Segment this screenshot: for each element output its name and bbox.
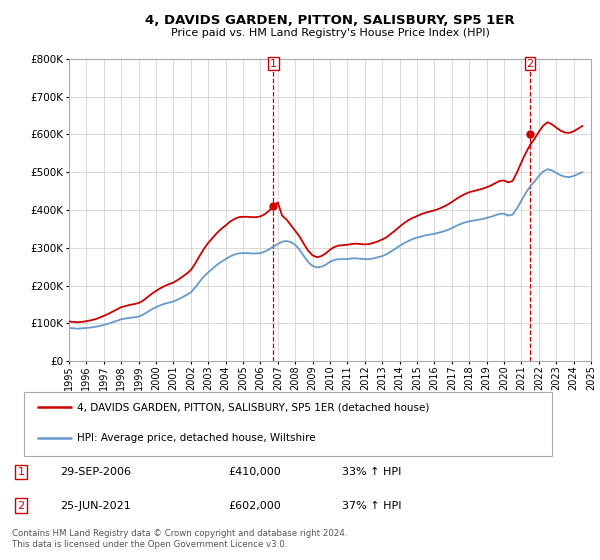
- Text: 33% ↑ HPI: 33% ↑ HPI: [342, 467, 401, 477]
- Text: 4, DAVIDS GARDEN, PITTON, SALISBURY, SP5 1ER: 4, DAVIDS GARDEN, PITTON, SALISBURY, SP5…: [145, 14, 515, 27]
- Text: Contains HM Land Registry data © Crown copyright and database right 2024.
This d: Contains HM Land Registry data © Crown c…: [12, 529, 347, 549]
- Text: 1: 1: [270, 59, 277, 69]
- Text: £602,000: £602,000: [228, 501, 281, 511]
- Text: 25-JUN-2021: 25-JUN-2021: [60, 501, 131, 511]
- Text: £410,000: £410,000: [228, 467, 281, 477]
- Text: 4, DAVIDS GARDEN, PITTON, SALISBURY, SP5 1ER (detached house): 4, DAVIDS GARDEN, PITTON, SALISBURY, SP5…: [77, 403, 429, 413]
- Text: 2: 2: [527, 59, 533, 69]
- Text: HPI: Average price, detached house, Wiltshire: HPI: Average price, detached house, Wilt…: [77, 433, 316, 444]
- Text: 2: 2: [17, 501, 25, 511]
- FancyBboxPatch shape: [24, 392, 552, 456]
- Text: 37% ↑ HPI: 37% ↑ HPI: [342, 501, 401, 511]
- Text: 29-SEP-2006: 29-SEP-2006: [60, 467, 131, 477]
- Text: Price paid vs. HM Land Registry's House Price Index (HPI): Price paid vs. HM Land Registry's House …: [170, 28, 490, 38]
- Text: 1: 1: [17, 467, 25, 477]
